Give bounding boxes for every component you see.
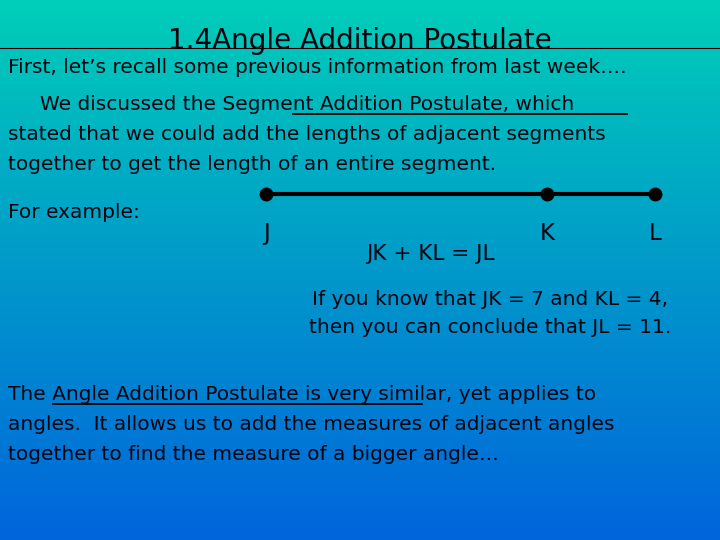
Text: We discussed the Segment Addition Postulate, which: We discussed the Segment Addition Postul…: [8, 95, 575, 114]
Text: together to get the length of an entire segment.: together to get the length of an entire …: [8, 155, 496, 174]
Text: The Angle Addition Postulate is very similar, yet applies to: The Angle Addition Postulate is very sim…: [8, 385, 596, 404]
Text: K: K: [540, 222, 554, 245]
Text: First, let’s recall some previous information from last week….: First, let’s recall some previous inform…: [8, 58, 626, 77]
Text: angles.  It allows us to add the measures of adjacent angles: angles. It allows us to add the measures…: [8, 415, 614, 434]
Text: JK + KL = JL: JK + KL = JL: [366, 244, 494, 264]
Text: L: L: [649, 222, 662, 245]
Text: If you know that JK = 7 and KL = 4,: If you know that JK = 7 and KL = 4,: [312, 290, 668, 309]
Text: stated that we could add the lengths of adjacent segments: stated that we could add the lengths of …: [8, 125, 606, 144]
Text: J: J: [263, 222, 270, 245]
Text: then you can conclude that JL = 11.: then you can conclude that JL = 11.: [309, 318, 671, 337]
Text: 1.4Angle Addition Postulate: 1.4Angle Addition Postulate: [168, 27, 552, 55]
Text: together to find the measure of a bigger angle…: together to find the measure of a bigger…: [8, 445, 499, 464]
Text: For example:: For example:: [8, 202, 140, 221]
